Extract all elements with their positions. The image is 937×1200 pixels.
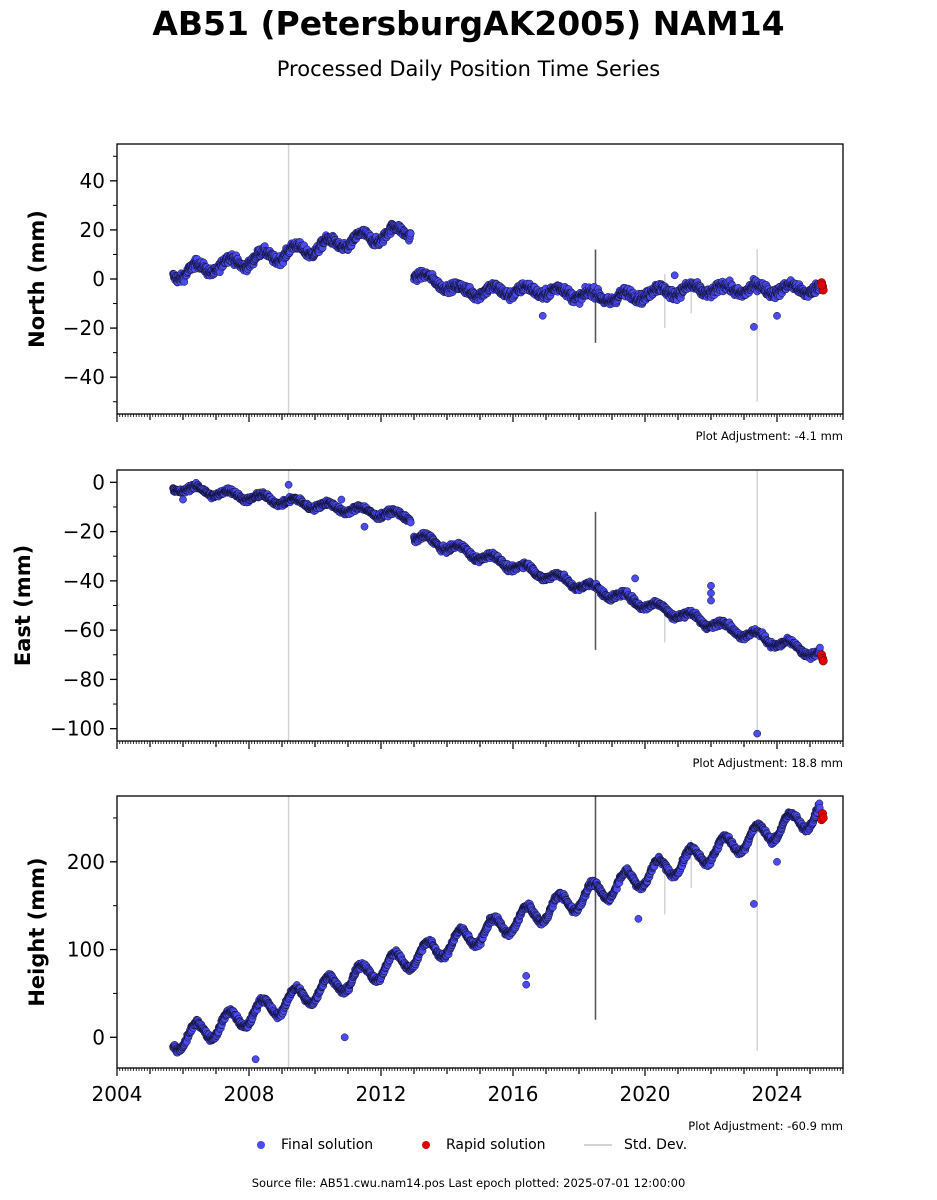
- rapid-solution-point: [818, 656, 828, 666]
- final-solution-points: [169, 478, 824, 738]
- final-solution-outlier: [631, 574, 639, 583]
- y-axis-label: East (mm): [11, 545, 35, 666]
- y-tick-label: 40: [80, 169, 105, 193]
- y-tick-label: −20: [63, 316, 105, 340]
- final-solution-points: [169, 219, 824, 331]
- y-tick-label: −100: [50, 717, 105, 741]
- y-tick-label: −80: [63, 667, 105, 691]
- final-solution-outlier: [750, 323, 758, 331]
- final-solution-outlier: [753, 729, 762, 738]
- final-solution-outlier: [284, 480, 293, 489]
- y-tick-label: −40: [63, 569, 105, 593]
- final-solution-point: [406, 229, 415, 238]
- axes-frame: [116, 469, 844, 742]
- y-tick-label: −40: [63, 365, 105, 389]
- y-tick-label: 0: [92, 267, 105, 291]
- chart-title: AB51 (PetersburgAK2005) NAM14: [152, 4, 785, 43]
- final-solution-point: [406, 518, 415, 527]
- y-tick-label: 20: [80, 218, 105, 242]
- final-solution-outlier: [538, 311, 547, 320]
- final-solution-outlier: [337, 495, 346, 504]
- chart-subtitle: Processed Daily Position Time Series: [276, 57, 661, 81]
- rapid-solution-point: [817, 280, 827, 290]
- panel-north: −40 −20 0 20 40 North (mm) Plot Adjustment: -4…: [25, 143, 844, 443]
- axes-frame: [116, 143, 844, 415]
- plot-adjustment-label: Plot Adjustment: -4.1 mm: [696, 429, 843, 443]
- y-tick-label: −60: [63, 618, 105, 642]
- final-solution-outlier: [360, 522, 369, 531]
- y-tick-label: 0: [92, 470, 105, 494]
- y-tick-label: −20: [63, 520, 105, 544]
- final-solution-outlier: [179, 495, 187, 504]
- final-solution-point: [816, 643, 824, 652]
- final-solution-outlier: [707, 596, 715, 605]
- final-solution-outlier: [670, 271, 679, 280]
- final-solution-outlier: [707, 581, 715, 590]
- y-axis-label: North (mm): [25, 210, 49, 348]
- final-solution-outlier: [707, 589, 715, 598]
- final-solution-outlier: [773, 311, 781, 320]
